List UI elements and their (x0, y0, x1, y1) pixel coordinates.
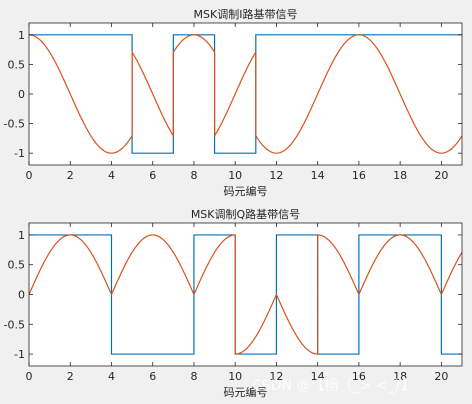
x-tick-label: 10 (228, 169, 242, 182)
plot-area (29, 23, 462, 165)
curve-series-line (29, 234, 462, 355)
y-tick-label: -0.5 (4, 318, 25, 331)
x-tick-label: 14 (311, 169, 325, 182)
x-tick-label: 20 (434, 169, 448, 182)
x-tick-label: 0 (26, 370, 33, 383)
x-tick-label: 18 (393, 169, 407, 182)
y-tick-label: 0.5 (8, 259, 26, 272)
y-tick-label: -0.5 (4, 118, 25, 131)
y-tick-label: 0 (18, 289, 25, 302)
x-tick-label: 2 (67, 169, 74, 182)
x-axis-label: 码元编号 (224, 385, 268, 399)
x-tick-label: 16 (352, 169, 366, 182)
x-tick-label: 20 (434, 370, 448, 383)
x-axis-label: 码元编号 (224, 184, 268, 198)
y-tick-label: 1 (18, 29, 25, 42)
curve-series-line (29, 34, 462, 154)
x-tick-label: 14 (311, 370, 325, 383)
chart-title: MSK调制Q路基带信号 (191, 208, 300, 221)
x-tick-label: 10 (228, 370, 242, 383)
y-tick-label: -1 (14, 348, 25, 361)
x-tick-label: 8 (190, 169, 197, 182)
x-tick-label: 4 (108, 169, 115, 182)
chart-title: MSK调制I路基带信号 (194, 8, 298, 21)
x-tick-label: 6 (149, 169, 156, 182)
chart-i-channel: MSK调制I路基带信号 0 2 4 6 8 10 12 14 16 18 20 -1 -0.5 0 0.5 1 码… (4, 8, 463, 198)
x-tick-label: 2 (67, 370, 74, 383)
x-tick-label: 18 (393, 370, 407, 383)
x-tick-label: 0 (26, 169, 33, 182)
x-tick-label: 12 (269, 169, 283, 182)
x-tick-label: 6 (149, 370, 156, 383)
y-tick-label: 0.5 (8, 58, 26, 71)
x-tick-label: 12 (269, 370, 283, 383)
x-tick-label: 4 (108, 370, 115, 383)
x-tick-label: 8 (190, 370, 197, 383)
y-tick-label: 1 (18, 229, 25, 242)
chart-q-channel: MSK调制Q路基带信号 0 2 4 6 8 10 12 14 16 18 20 -1 -0.5 0 0.5 1 码… (4, 208, 463, 399)
y-tick-label: -1 (14, 147, 25, 160)
plot-area (29, 223, 462, 366)
y-tick-label: 0 (18, 88, 25, 101)
watermark-text: CSDN @【杨（_> <_）】 (252, 378, 415, 394)
x-tick-label: 16 (352, 370, 366, 383)
